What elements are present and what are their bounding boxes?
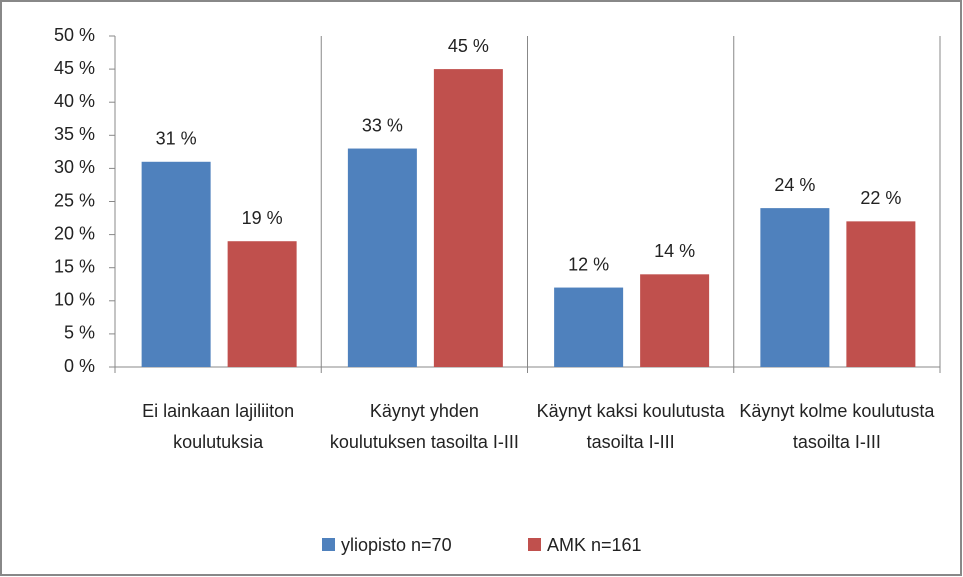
y-tick-label: 10 % [54,290,95,310]
y-tick-label: 0 % [64,356,95,376]
x-tick-label: Käynyt yhden koulutuksen tasoilta I-III [329,401,519,452]
y-tick-label: 25 % [54,190,95,210]
data-label: 14 % [654,241,695,261]
x-tick-label: Ei lainkaan lajiliiton koulutuksia [142,401,295,452]
y-tick-label: 5 % [64,323,95,343]
data-label: 12 % [568,254,609,274]
data-label: 19 % [242,208,283,228]
y-tick-label: 45 % [54,58,95,78]
bar [141,161,211,367]
x-tick-label: Käynyt kolme koulutusta tasoilta I-III [739,401,935,452]
bar [554,287,624,367]
legend-swatch [322,538,335,551]
bar [433,69,503,367]
bar [846,221,916,367]
y-tick-label: 35 % [54,124,95,144]
y-tick-label: 15 % [54,256,95,276]
data-label: 24 % [774,175,815,195]
bar [760,208,830,367]
data-label: 31 % [156,129,197,149]
bar [640,274,710,367]
legend-label: AMK n=161 [547,535,642,555]
data-label: 33 % [362,115,403,135]
y-tick-label: 30 % [54,157,95,177]
x-tick-label: Käynyt kaksi koulutusta tasoilta I-III [536,401,725,452]
data-label: 22 % [860,188,901,208]
y-tick-label: 20 % [54,223,95,243]
bar [347,148,417,367]
bar [227,241,297,367]
data-label: 45 % [448,36,489,56]
y-tick-label: 50 % [54,25,95,45]
legend-swatch [528,538,541,551]
y-tick-label: 40 % [54,91,95,111]
legend-label: yliopisto n=70 [341,535,452,555]
